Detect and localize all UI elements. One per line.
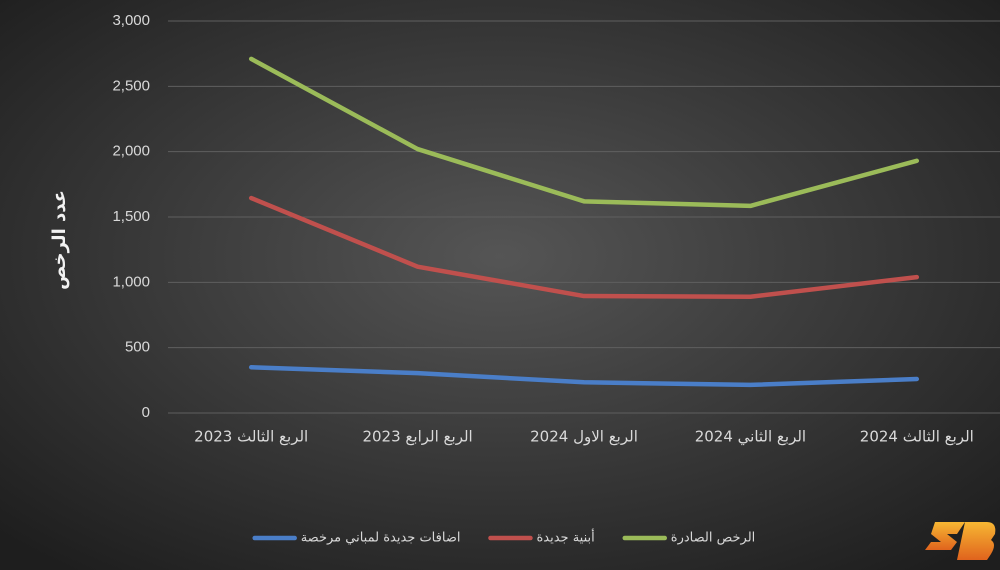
y-tick-label: 2,500 xyxy=(112,77,150,94)
x-tick-label: الربع الثاني 2024 xyxy=(695,428,806,447)
y-tick-label: 0 xyxy=(142,404,150,421)
x-tick-label: الربع الثالث 2024 xyxy=(860,428,974,446)
legend-label: الرخص الصادرة xyxy=(671,531,756,546)
x-tick-label: الربع الرابع 2023 xyxy=(362,428,472,446)
y-tick-label: 1,500 xyxy=(112,208,150,225)
series-line xyxy=(248,56,920,209)
x-tick-label: الربع الثالث 2023 xyxy=(194,428,308,446)
series-line xyxy=(248,195,920,299)
y-tick-label: 3,000 xyxy=(112,12,150,29)
legend-label: اضافات جديدة لمباني مرخصة xyxy=(301,531,461,546)
series-line xyxy=(248,365,920,388)
x-tick-label: الربع الاول 2024 xyxy=(530,428,638,446)
logo xyxy=(925,522,996,560)
y-tick-label: 1,000 xyxy=(112,273,150,290)
legend-label: أبنية جديدة xyxy=(536,529,594,546)
y-tick-label: 500 xyxy=(125,339,150,356)
y-tick-label: 2,000 xyxy=(112,143,150,160)
y-axis-title: عدد الرخص xyxy=(49,190,70,290)
